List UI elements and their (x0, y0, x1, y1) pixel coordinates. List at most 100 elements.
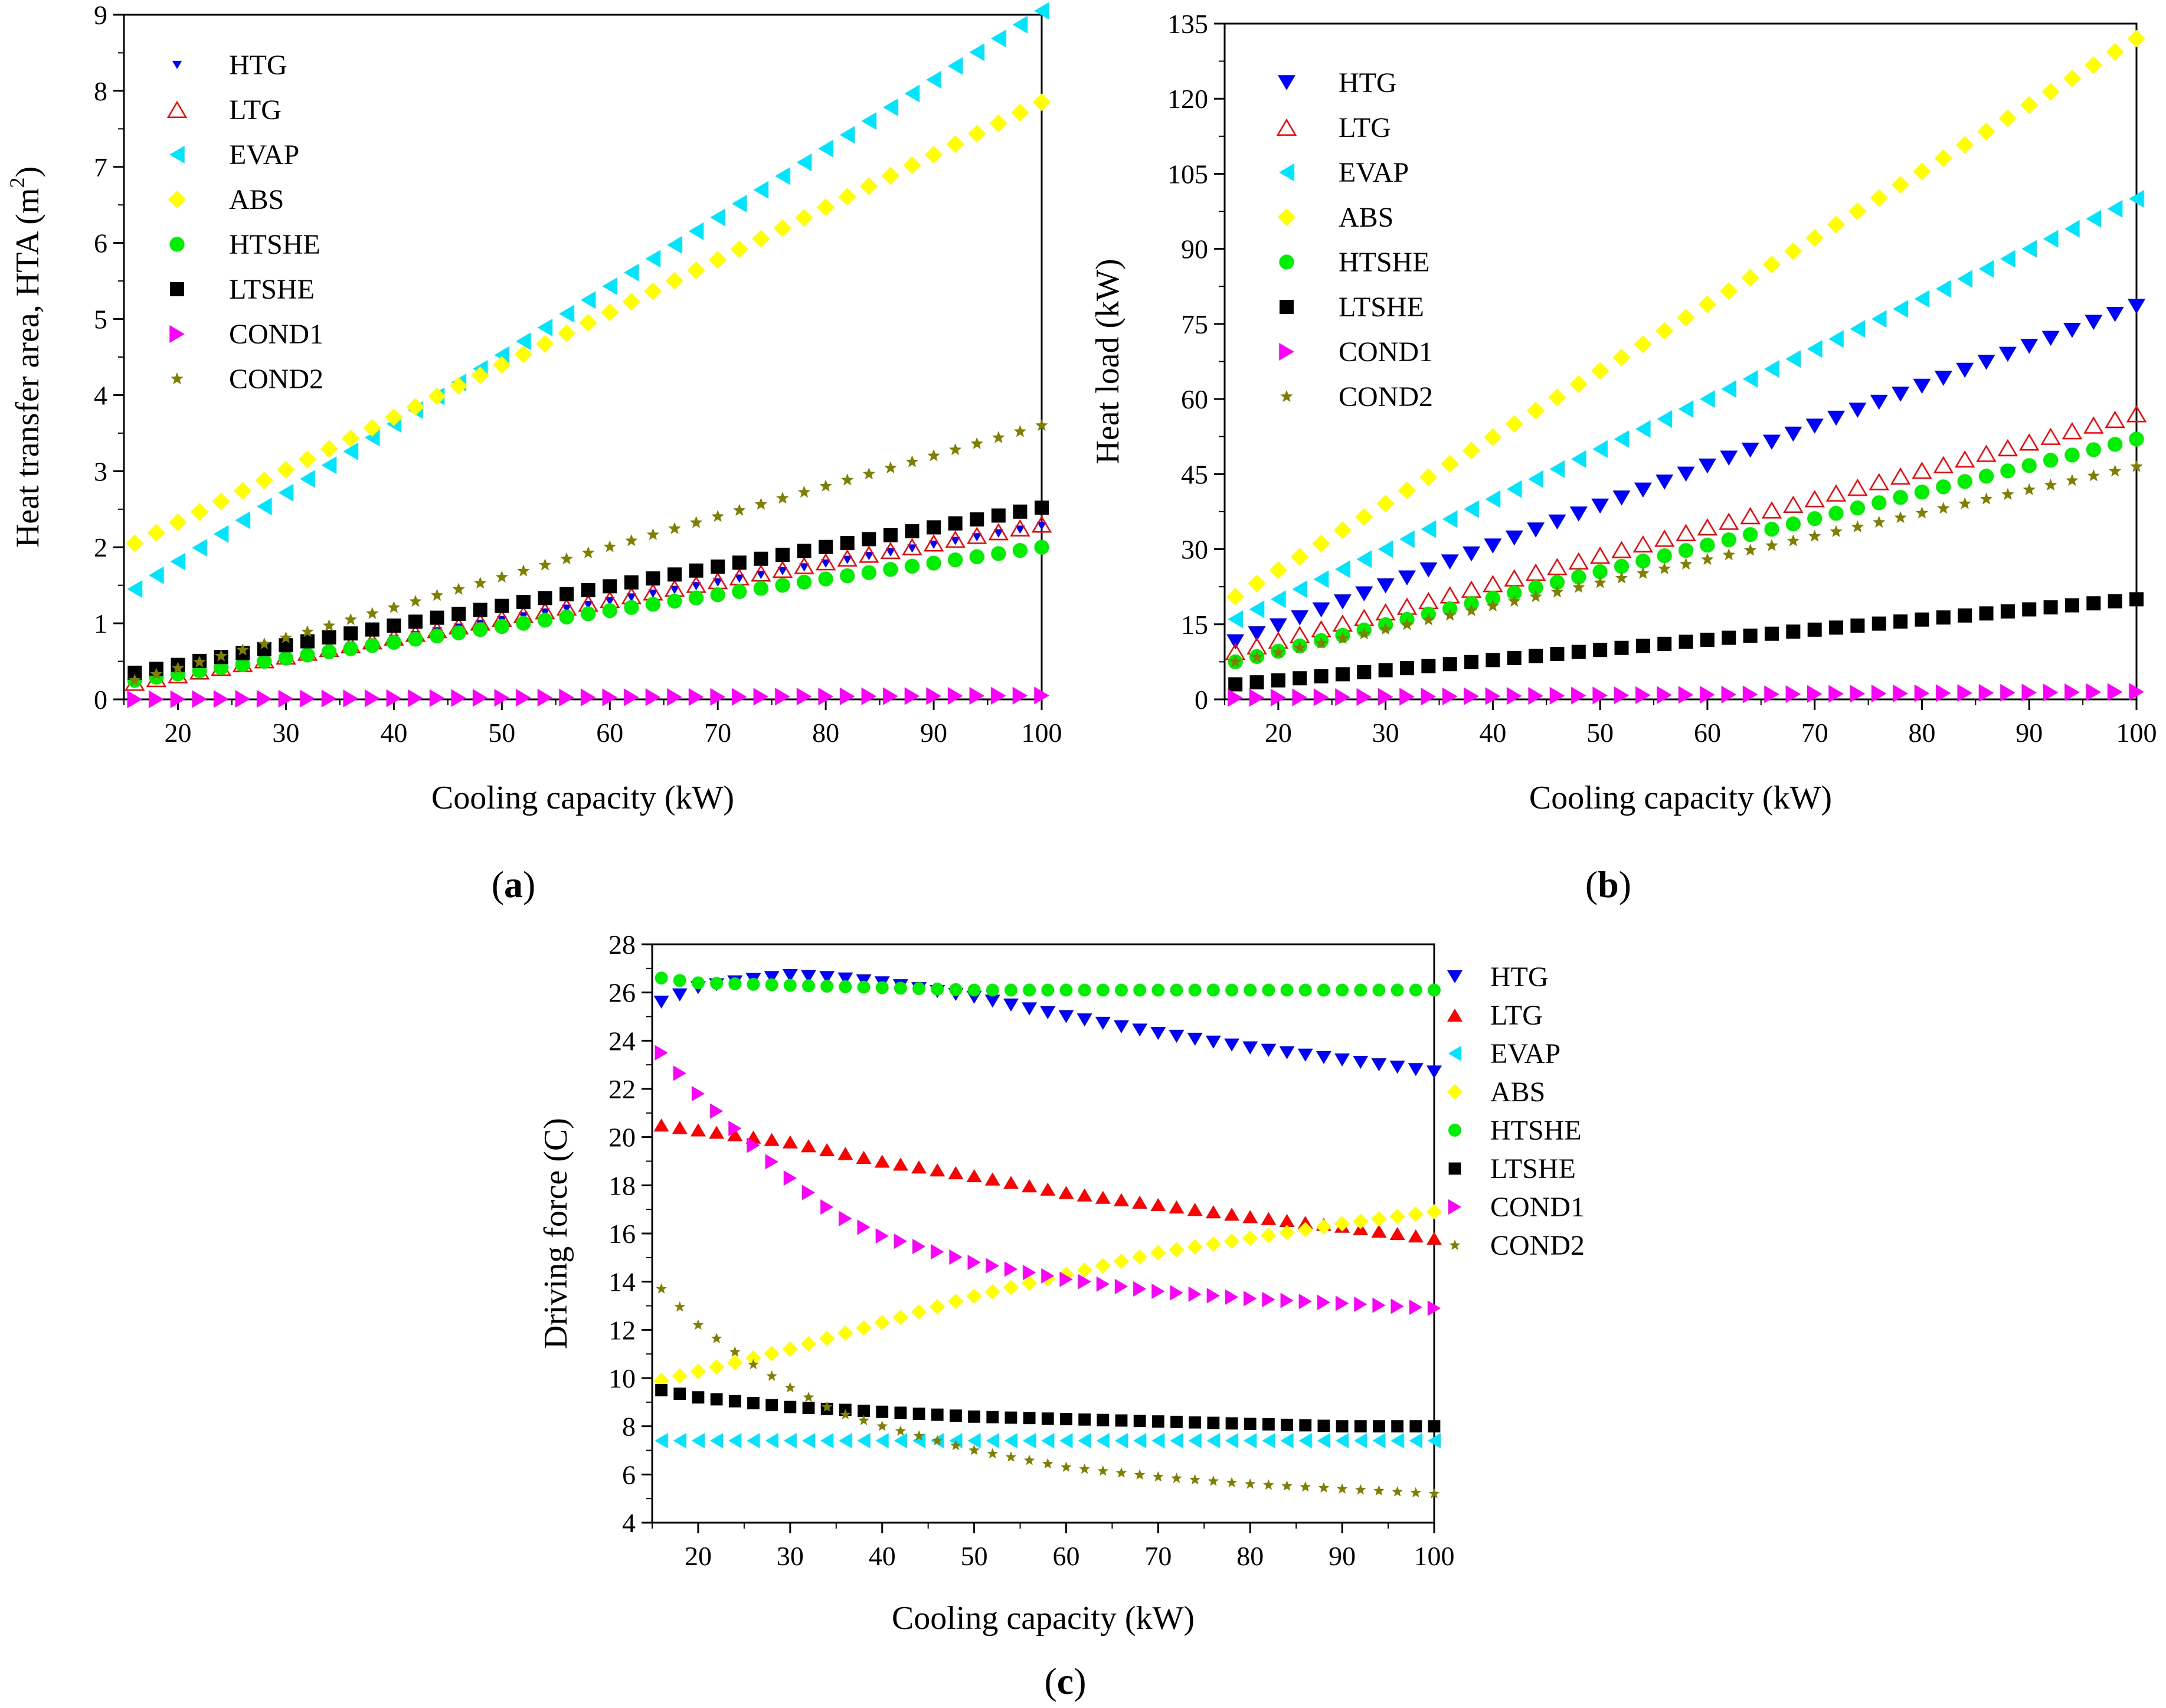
data-point-cond2 (803, 1391, 814, 1402)
data-point-cond1 (602, 688, 617, 706)
data-point-htg (1040, 1006, 1056, 1020)
data-point-ltshe (495, 598, 509, 613)
data-point-cond2 (711, 510, 724, 522)
y-tick-label: 26 (608, 978, 636, 1008)
data-point-htg (1484, 538, 1502, 554)
data-point-cond1 (235, 690, 250, 708)
legend-label-cond2: COND2 (229, 364, 323, 395)
data-point-evap (235, 511, 250, 529)
data-point-ltshe (1336, 1420, 1349, 1433)
data-point-cond2 (674, 1301, 685, 1312)
data-point-evap (580, 291, 596, 309)
y-tick-label: 14 (608, 1267, 636, 1297)
data-point-cond1 (839, 687, 855, 705)
data-point-htshe (473, 622, 488, 637)
x-tick-label: 20 (164, 718, 191, 748)
data-point-cond2 (1314, 636, 1328, 649)
y-tick-label: 135 (1167, 9, 1208, 39)
data-point-cond2 (1958, 497, 1971, 509)
data-point-evap (801, 1433, 816, 1449)
data-point-cond2 (2087, 469, 2100, 482)
data-point-abs (1376, 495, 1395, 513)
data-point-cond1 (1678, 686, 1694, 704)
data-point-cond2 (1357, 627, 1370, 640)
data-point-cond1 (839, 1210, 852, 1226)
data-point-cond2 (625, 534, 638, 547)
data-point-ltshe (1657, 636, 1672, 651)
data-point-htshe (1012, 542, 1028, 558)
data-point-ltg (2083, 416, 2104, 434)
data-point-htg (1224, 1038, 1240, 1052)
data-point-ltg (1933, 456, 1954, 473)
data-point-abs (903, 156, 921, 175)
data-point-htshe (1914, 485, 1930, 500)
legend-marker-htshe (1279, 254, 1294, 270)
data-point-evap (1335, 560, 1350, 578)
data-point-abs (966, 1288, 982, 1304)
data-point-ltshe (655, 1384, 668, 1396)
data-point-htshe (1317, 983, 1330, 997)
data-point-htshe (1188, 983, 1202, 997)
x-tick-label: 70 (1144, 1541, 1172, 1571)
data-point-htg (1998, 346, 2017, 362)
data-point-ltg (1022, 1179, 1038, 1193)
data-point-cond1 (904, 687, 920, 705)
data-point-ltg (945, 530, 966, 548)
data-point-htg (2063, 323, 2081, 338)
data-point-ltshe (1571, 644, 1586, 659)
data-point-abs (1291, 548, 1309, 566)
data-point-ltg (1010, 519, 1030, 536)
data-point-ltg (794, 557, 814, 574)
data-point-abs (1224, 1233, 1240, 1249)
legend-marker-ltshe (170, 282, 184, 296)
data-point-cond2 (1550, 585, 1564, 598)
data-point-evap (747, 1433, 760, 1449)
data-point-cond2 (2023, 483, 2036, 496)
data-point-htshe (883, 562, 898, 577)
data-point-ltshe (538, 591, 552, 606)
data-point-ltg (859, 545, 879, 563)
data-point-cond2 (1379, 623, 1392, 635)
data-point-htshe (783, 979, 797, 992)
data-point-htg (1333, 594, 1352, 610)
data-point-ltg (1740, 506, 1761, 525)
data-point-cond2 (1115, 1467, 1127, 1478)
data-point-cond2 (1594, 576, 1606, 588)
data-point-htg (1248, 626, 1266, 642)
data-point-cond2 (1229, 655, 1242, 668)
data-point-cond1 (321, 689, 337, 708)
data-point-ltshe (1271, 673, 1285, 688)
legend-marker-cond2 (1280, 390, 1293, 403)
x-tick-label: 100 (2116, 718, 2157, 748)
data-point-ltshe (876, 1405, 889, 1418)
panel-label-open: ( (492, 863, 504, 905)
data-point-abs (1934, 149, 1952, 168)
y-tick-label: 6 (622, 1460, 636, 1490)
series-ltshe (1228, 592, 2144, 692)
data-point-ltg (1525, 563, 1546, 581)
data-point-cond2 (884, 461, 897, 474)
data-point-ltshe (1262, 1418, 1275, 1431)
data-point-htg (1355, 586, 1373, 602)
data-point-evap (883, 98, 898, 116)
data-point-ltshe (2000, 604, 2015, 619)
data-point-evap (494, 346, 510, 364)
data-point-ltshe (343, 626, 358, 641)
data-point-abs (385, 408, 403, 427)
data-point-cond2 (1743, 544, 1757, 556)
data-point-evap (278, 483, 294, 502)
data-point-htg (691, 582, 701, 591)
chart-panel-c: 20 30 40 50 60 70 80 90 100 4 6 8 10 12 14 16 18 20 22 24 26… (538, 930, 1585, 1702)
data-point-cond1 (1978, 683, 1994, 702)
data-point-abs (1297, 1222, 1313, 1238)
data-point-htshe (1678, 543, 1694, 558)
x-tick-label: 80 (1236, 1541, 1264, 1571)
data-point-evap (602, 277, 617, 296)
data-point-evap (857, 1433, 871, 1449)
data-point-ltshe (950, 1409, 962, 1422)
data-point-htg (1015, 525, 1025, 534)
data-point-htshe (1262, 983, 1275, 997)
data-point-cond2 (1979, 492, 1993, 505)
data-point-cond2 (1808, 529, 1821, 542)
data-point-cond2 (1422, 613, 1435, 626)
